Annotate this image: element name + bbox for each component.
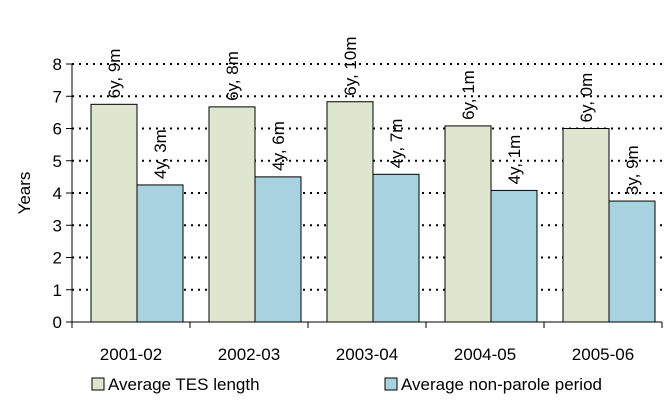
y-tick-label: 4 [53,184,62,203]
y-axis-title: Years [15,172,34,215]
x-category-label: 2002-03 [218,345,280,364]
x-category-label: 2003-04 [336,345,398,364]
legend-label: Average non-parole period [401,375,602,394]
data-label: 3y, 9m [623,145,642,195]
data-label: 6y, 0m [577,73,596,123]
legend-swatch [91,377,105,391]
y-tick-label: 5 [53,152,62,171]
bar-non-parole-period [254,176,302,323]
data-label: 4y, 3m [151,129,170,179]
bar-tes-length [562,128,610,323]
bar-tes-length [444,125,492,323]
y-tick-label: 6 [53,120,62,139]
data-label: 4y, 7m [387,119,406,169]
data-label: 6y, 10m [341,37,360,96]
data-label: 6y, 9m [105,49,124,99]
x-category-label: 2005-06 [572,345,634,364]
y-tick-label: 3 [53,216,62,235]
bar-tes-length [208,106,256,323]
data-label: 6y, 8m [223,51,242,101]
y-tick-label: 7 [53,87,62,106]
y-tick-label: 8 [53,55,62,74]
data-label: 6y, 1m [459,70,478,120]
y-tick-label: 2 [53,249,62,268]
bar-tes-length [90,103,138,323]
x-category-label: 2004-05 [454,345,516,364]
y-tick-label: 0 [53,313,62,332]
bar-non-parole-period [372,173,420,323]
bar-non-parole-period [136,184,184,323]
data-label: 4y, 1m [505,135,524,185]
y-tick-label: 1 [53,281,62,300]
bar-non-parole-period [490,189,538,323]
x-category-label: 2001-02 [100,345,162,364]
data-label: 4y, 6m [269,121,288,171]
bar-tes-length [326,101,374,323]
legend-swatch [384,377,398,391]
bar-non-parole-period [608,200,656,323]
legend-label: Average TES length [108,375,260,394]
